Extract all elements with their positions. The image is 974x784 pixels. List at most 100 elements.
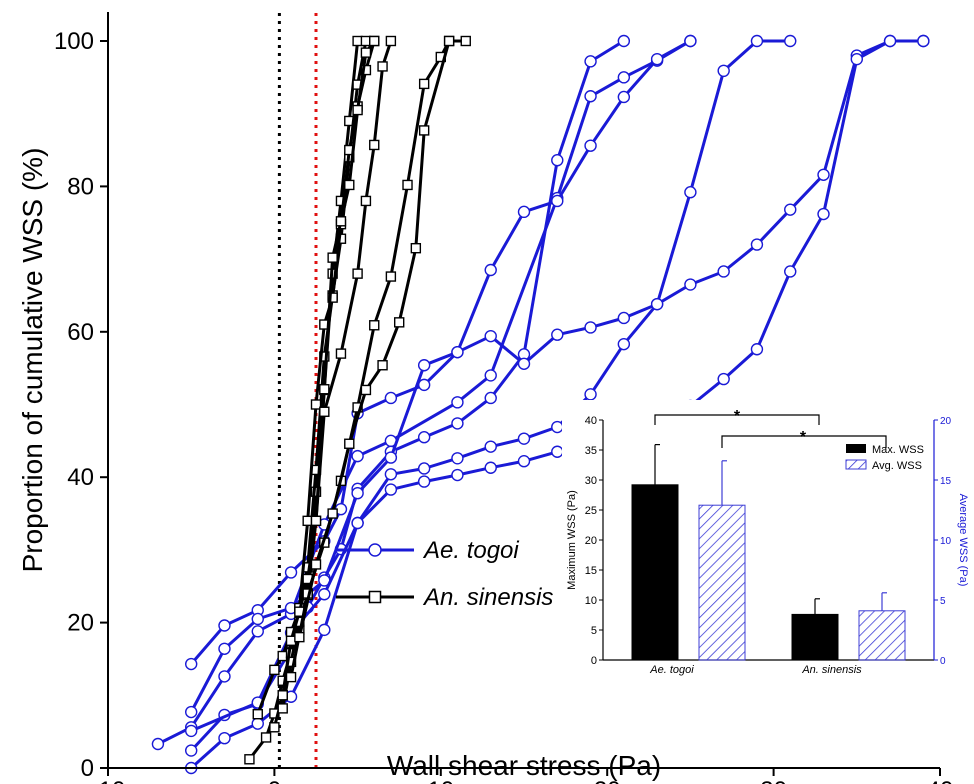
inset-ticks: 0 5 10 15 20 25 30 35 40 0 5 10 15 20 — [585, 415, 952, 667]
data-point — [617, 337, 631, 351]
data-point — [517, 357, 531, 370]
inset-legend-swatch-max — [846, 444, 866, 453]
data-point — [484, 263, 497, 277]
data-point — [335, 216, 347, 227]
data-point — [717, 265, 730, 278]
data-point — [369, 139, 380, 151]
data-point — [617, 34, 631, 48]
data-point — [551, 445, 564, 458]
inset-bar-avg — [698, 504, 746, 661]
y-tick-label: 60 — [67, 319, 94, 346]
data-point — [451, 396, 464, 409]
inset-left-tick-label: 0 — [591, 655, 597, 667]
data-point — [817, 207, 830, 221]
data-point — [344, 179, 355, 191]
main-ticks: -10010203040020406080100 — [54, 28, 953, 784]
data-point — [517, 455, 531, 468]
data-point — [517, 432, 531, 445]
data-point — [318, 588, 331, 601]
inset-bar-max — [791, 613, 839, 661]
data-point — [384, 483, 398, 496]
data-point — [684, 34, 697, 48]
data-point — [277, 703, 288, 714]
data-point — [551, 328, 564, 341]
inset-bar-max — [631, 484, 679, 661]
data-point — [384, 391, 398, 405]
data-point — [750, 343, 764, 356]
y-tick-label: 80 — [67, 173, 94, 200]
x-axis-title: Wall shear stress (Pa) — [387, 750, 661, 781]
data-point — [617, 311, 631, 325]
data-point — [402, 179, 413, 191]
data-point — [184, 705, 198, 719]
data-point — [327, 508, 338, 519]
data-point — [584, 139, 597, 152]
data-point — [310, 399, 322, 410]
sig-bracket-avg — [721, 435, 887, 448]
data-point — [717, 64, 730, 78]
data-point — [584, 55, 597, 68]
inset-left-tick-label: 15 — [585, 565, 597, 577]
inset-plot: 0 5 10 15 20 25 30 35 40 0 5 10 15 20 Ae. togoi An. s… — [562, 400, 969, 688]
data-point — [850, 52, 863, 66]
data-point — [351, 486, 364, 500]
data-point — [184, 744, 198, 757]
data-point — [251, 612, 264, 626]
inset-cat-label-an: An. sinensis — [801, 664, 862, 676]
data-point — [218, 670, 231, 683]
inset-y-title-right: Average WSS (Pa) — [957, 494, 969, 587]
data-point — [369, 35, 380, 47]
series-layer — [151, 34, 930, 775]
inset-left-tick-label: 10 — [585, 595, 597, 607]
y-tick-label: 20 — [67, 610, 94, 637]
data-point — [617, 71, 631, 84]
data-point — [218, 642, 231, 655]
data-point — [418, 125, 430, 136]
data-point — [417, 462, 431, 475]
data-point — [584, 321, 597, 334]
data-point — [369, 320, 380, 331]
inset-y-title-left: Maximum WSS (Pa) — [566, 490, 578, 590]
data-point — [750, 238, 764, 251]
data-point — [360, 384, 372, 396]
data-point — [244, 754, 255, 765]
inset-cat-label-ae: Ae. togoi — [649, 664, 694, 676]
data-point — [218, 731, 231, 745]
data-point — [318, 623, 331, 637]
data-point — [351, 449, 364, 463]
data-point — [484, 440, 497, 453]
data-point — [310, 559, 322, 570]
series-an — [277, 35, 397, 701]
main-axes — [107, 12, 940, 769]
data-point — [484, 391, 497, 405]
x-tick-label: 40 — [927, 777, 954, 784]
data-point — [360, 64, 372, 76]
legend-marker-ae — [368, 543, 382, 557]
inset-legend-label-max: Max. WSS — [872, 444, 924, 456]
data-point — [151, 737, 165, 751]
data-point — [784, 34, 797, 48]
inset-legend: Max. WSS Avg. WSS — [845, 444, 924, 472]
data-point — [384, 451, 398, 464]
data-point — [335, 348, 347, 359]
data-point — [360, 195, 372, 207]
data-point — [184, 724, 198, 738]
data-point — [443, 35, 455, 47]
data-point — [377, 61, 388, 72]
data-point — [294, 631, 305, 643]
sig-star-avg: * — [800, 429, 807, 446]
data-point — [451, 417, 464, 430]
data-point — [310, 515, 322, 527]
data-point — [484, 461, 497, 474]
inset-legend-label-avg: Avg. WSS — [872, 460, 922, 472]
data-point — [484, 329, 497, 343]
data-point — [385, 271, 397, 282]
data-point — [319, 384, 330, 395]
series-line — [248, 40, 360, 761]
data-point — [251, 717, 264, 730]
y-axis-title: Proportion of cumulative WSS (%) — [17, 148, 48, 573]
y-tick-label: 0 — [81, 755, 94, 782]
data-point — [517, 205, 531, 219]
inset-left-tick-label: 30 — [585, 475, 597, 487]
